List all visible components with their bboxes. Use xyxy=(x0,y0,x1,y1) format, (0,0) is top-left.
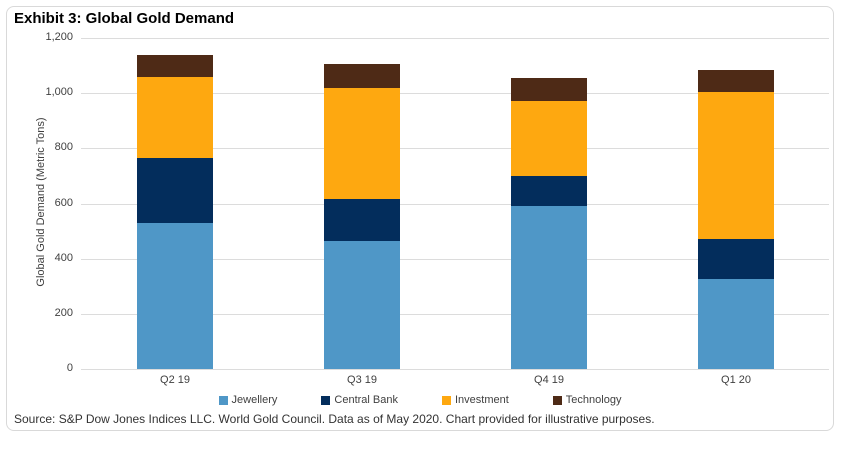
bar-segment-central-bank xyxy=(324,199,400,241)
legend-label: Technology xyxy=(565,394,622,406)
source-note: Source: S&P Dow Jones Indices LLC. World… xyxy=(14,412,655,426)
legend-label: Central Bank xyxy=(334,394,398,406)
legend: Jewellery Central Bank Investment Technolog… xyxy=(7,394,833,406)
y-tick-label: 0 xyxy=(66,362,73,374)
bar-segment-technology xyxy=(511,78,587,102)
bar-column-q3-19 xyxy=(324,64,400,369)
bar-column-q4-19 xyxy=(511,78,587,369)
gridline xyxy=(81,93,829,94)
legend-item-technology: Technology xyxy=(552,394,622,406)
gridline xyxy=(81,314,829,315)
x-tick-label: Q2 19 xyxy=(160,374,190,386)
bar-segment-investment xyxy=(698,91,774,240)
legend-swatch-icon xyxy=(321,395,331,405)
bar-segment-central-bank xyxy=(698,239,774,280)
gridline xyxy=(81,148,829,149)
y-tick-label: 400 xyxy=(54,252,73,264)
bar-segment-jewellery xyxy=(324,240,400,369)
bar-segment-investment xyxy=(324,87,400,200)
bar-segment-central-bank xyxy=(137,158,213,223)
x-tick-label: Q3 19 xyxy=(347,374,377,386)
legend-swatch-icon xyxy=(552,395,562,405)
legend-item-central-bank: Central Bank xyxy=(321,394,398,406)
bar-segment-jewellery xyxy=(137,222,213,369)
legend-swatch-icon xyxy=(218,395,228,405)
legend-swatch-icon xyxy=(441,395,451,405)
legend-item-investment: Investment xyxy=(441,394,509,406)
y-tick-label: 200 xyxy=(54,307,73,319)
chart-figure: Exhibit 3: Global Gold Demand Global Gol… xyxy=(6,6,834,431)
bar-segment-technology xyxy=(324,64,400,88)
bar-segment-jewellery xyxy=(511,206,587,369)
bar-column-q2-19 xyxy=(137,54,213,369)
y-tick-label: 1,000 xyxy=(45,86,73,98)
bar-segment-jewellery xyxy=(698,279,774,369)
gridline xyxy=(81,259,829,260)
y-tick-label: 1,200 xyxy=(45,31,73,43)
gridline xyxy=(81,38,829,39)
y-tick-label: 600 xyxy=(54,197,73,209)
bar-segment-central-bank xyxy=(511,175,587,207)
bar-segment-investment xyxy=(137,76,213,158)
bar-segment-technology xyxy=(698,69,774,92)
legend-label: Jewellery xyxy=(231,394,278,406)
chart-title: Exhibit 3: Global Gold Demand xyxy=(14,10,235,27)
legend-item-jewellery: Jewellery xyxy=(218,394,278,406)
gridline xyxy=(81,369,829,370)
plot-area xyxy=(81,38,829,370)
gridline xyxy=(81,204,829,205)
legend-label: Investment xyxy=(454,394,509,406)
bar-segment-technology xyxy=(137,54,213,77)
y-tick-label: 800 xyxy=(54,141,73,153)
x-tick-label: Q1 20 xyxy=(721,374,751,386)
bar-segment-investment xyxy=(511,101,587,176)
bar-column-q1-20 xyxy=(698,69,774,369)
x-tick-label: Q4 19 xyxy=(534,374,564,386)
